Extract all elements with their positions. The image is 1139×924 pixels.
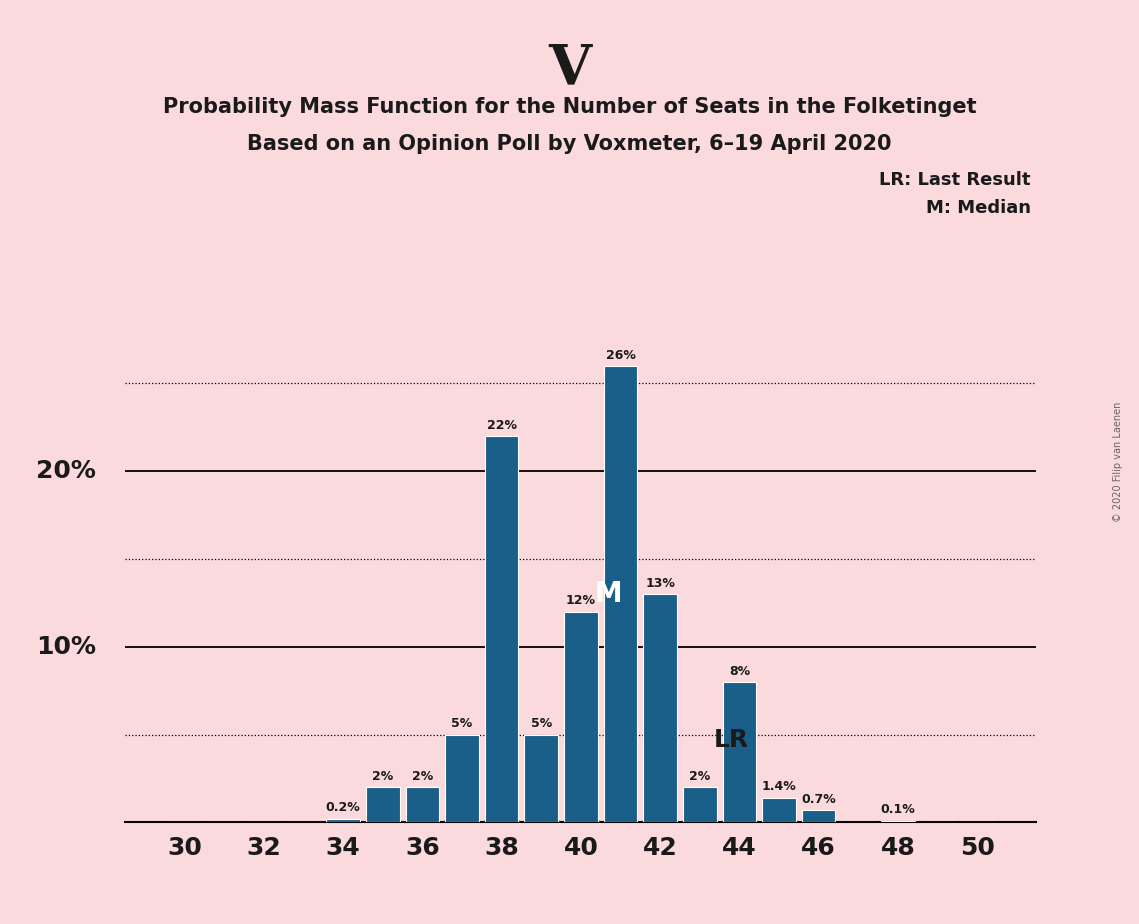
Text: 5%: 5% <box>451 717 473 730</box>
Bar <box>683 787 716 822</box>
Text: 0.2%: 0.2% <box>326 801 361 814</box>
Text: 13%: 13% <box>645 577 675 590</box>
Bar <box>445 735 478 822</box>
Text: 1.4%: 1.4% <box>762 781 796 794</box>
Bar <box>762 797 796 822</box>
Bar <box>485 436 518 822</box>
Text: V: V <box>548 42 591 97</box>
Text: 2%: 2% <box>372 770 393 783</box>
Bar <box>405 787 440 822</box>
Text: Probability Mass Function for the Number of Seats in the Folketinget: Probability Mass Function for the Number… <box>163 97 976 117</box>
Text: Based on an Opinion Poll by Voxmeter, 6–19 April 2020: Based on an Opinion Poll by Voxmeter, 6–… <box>247 134 892 154</box>
Bar <box>366 787 400 822</box>
Text: LR: Last Result: LR: Last Result <box>879 171 1031 188</box>
Bar <box>802 810 835 822</box>
Bar <box>722 682 756 822</box>
Text: 0.1%: 0.1% <box>880 803 916 816</box>
Bar <box>644 594 677 822</box>
Text: 26%: 26% <box>606 348 636 361</box>
Text: 22%: 22% <box>486 419 517 432</box>
Bar <box>327 819 360 822</box>
Text: 0.7%: 0.7% <box>801 793 836 806</box>
Text: 20%: 20% <box>36 459 96 483</box>
Text: 8%: 8% <box>729 664 749 677</box>
Text: © 2020 Filip van Laenen: © 2020 Filip van Laenen <box>1114 402 1123 522</box>
Bar <box>880 821 915 822</box>
Text: 5%: 5% <box>531 717 552 730</box>
Text: 2%: 2% <box>412 770 433 783</box>
Text: M: Median: M: Median <box>926 199 1031 216</box>
Bar <box>564 612 598 822</box>
Text: 2%: 2% <box>689 770 711 783</box>
Bar <box>604 366 638 822</box>
Text: 10%: 10% <box>36 635 96 659</box>
Text: 12%: 12% <box>566 594 596 607</box>
Text: LR: LR <box>714 728 748 752</box>
Bar <box>524 735 558 822</box>
Text: M: M <box>595 580 622 608</box>
